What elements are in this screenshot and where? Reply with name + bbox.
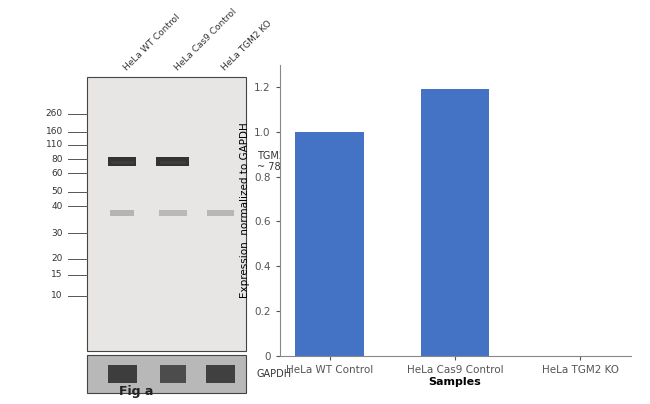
Text: TGM2
~ 78 kDa: TGM2 ~ 78 kDa (257, 151, 303, 172)
Bar (87, 77, 246, 351)
Text: GAPDH: GAPDH (257, 369, 292, 379)
Text: 20: 20 (51, 254, 63, 263)
X-axis label: Samples: Samples (428, 377, 482, 387)
Text: HeLa WT Control: HeLa WT Control (122, 13, 182, 73)
Text: 260: 260 (46, 109, 63, 118)
Text: HeLa Cas9 Control: HeLa Cas9 Control (173, 7, 239, 73)
Y-axis label: Expression  normalized to GAPDH: Expression normalized to GAPDH (240, 122, 250, 298)
Bar (108, 365, 136, 383)
Bar (205, 365, 235, 383)
Text: 15: 15 (51, 270, 63, 279)
Bar (160, 161, 186, 164)
Bar (160, 365, 186, 383)
Text: 40: 40 (51, 202, 63, 211)
Bar (421, 89, 489, 356)
Text: 50: 50 (51, 187, 63, 196)
Bar (157, 157, 189, 166)
Bar (159, 210, 187, 216)
Text: 10: 10 (51, 292, 63, 301)
Bar (108, 157, 136, 166)
Text: Fig a: Fig a (120, 385, 153, 398)
Text: 60: 60 (51, 169, 63, 178)
Bar (87, 355, 246, 393)
Text: HeLa TGM2 KO: HeLa TGM2 KO (220, 19, 274, 73)
Bar (207, 210, 234, 216)
Text: 80: 80 (51, 155, 63, 164)
Text: 30: 30 (51, 229, 63, 238)
Text: 160: 160 (46, 127, 63, 136)
Text: 110: 110 (46, 141, 63, 149)
Bar (111, 161, 134, 164)
Bar (110, 210, 135, 216)
Bar (296, 132, 364, 356)
